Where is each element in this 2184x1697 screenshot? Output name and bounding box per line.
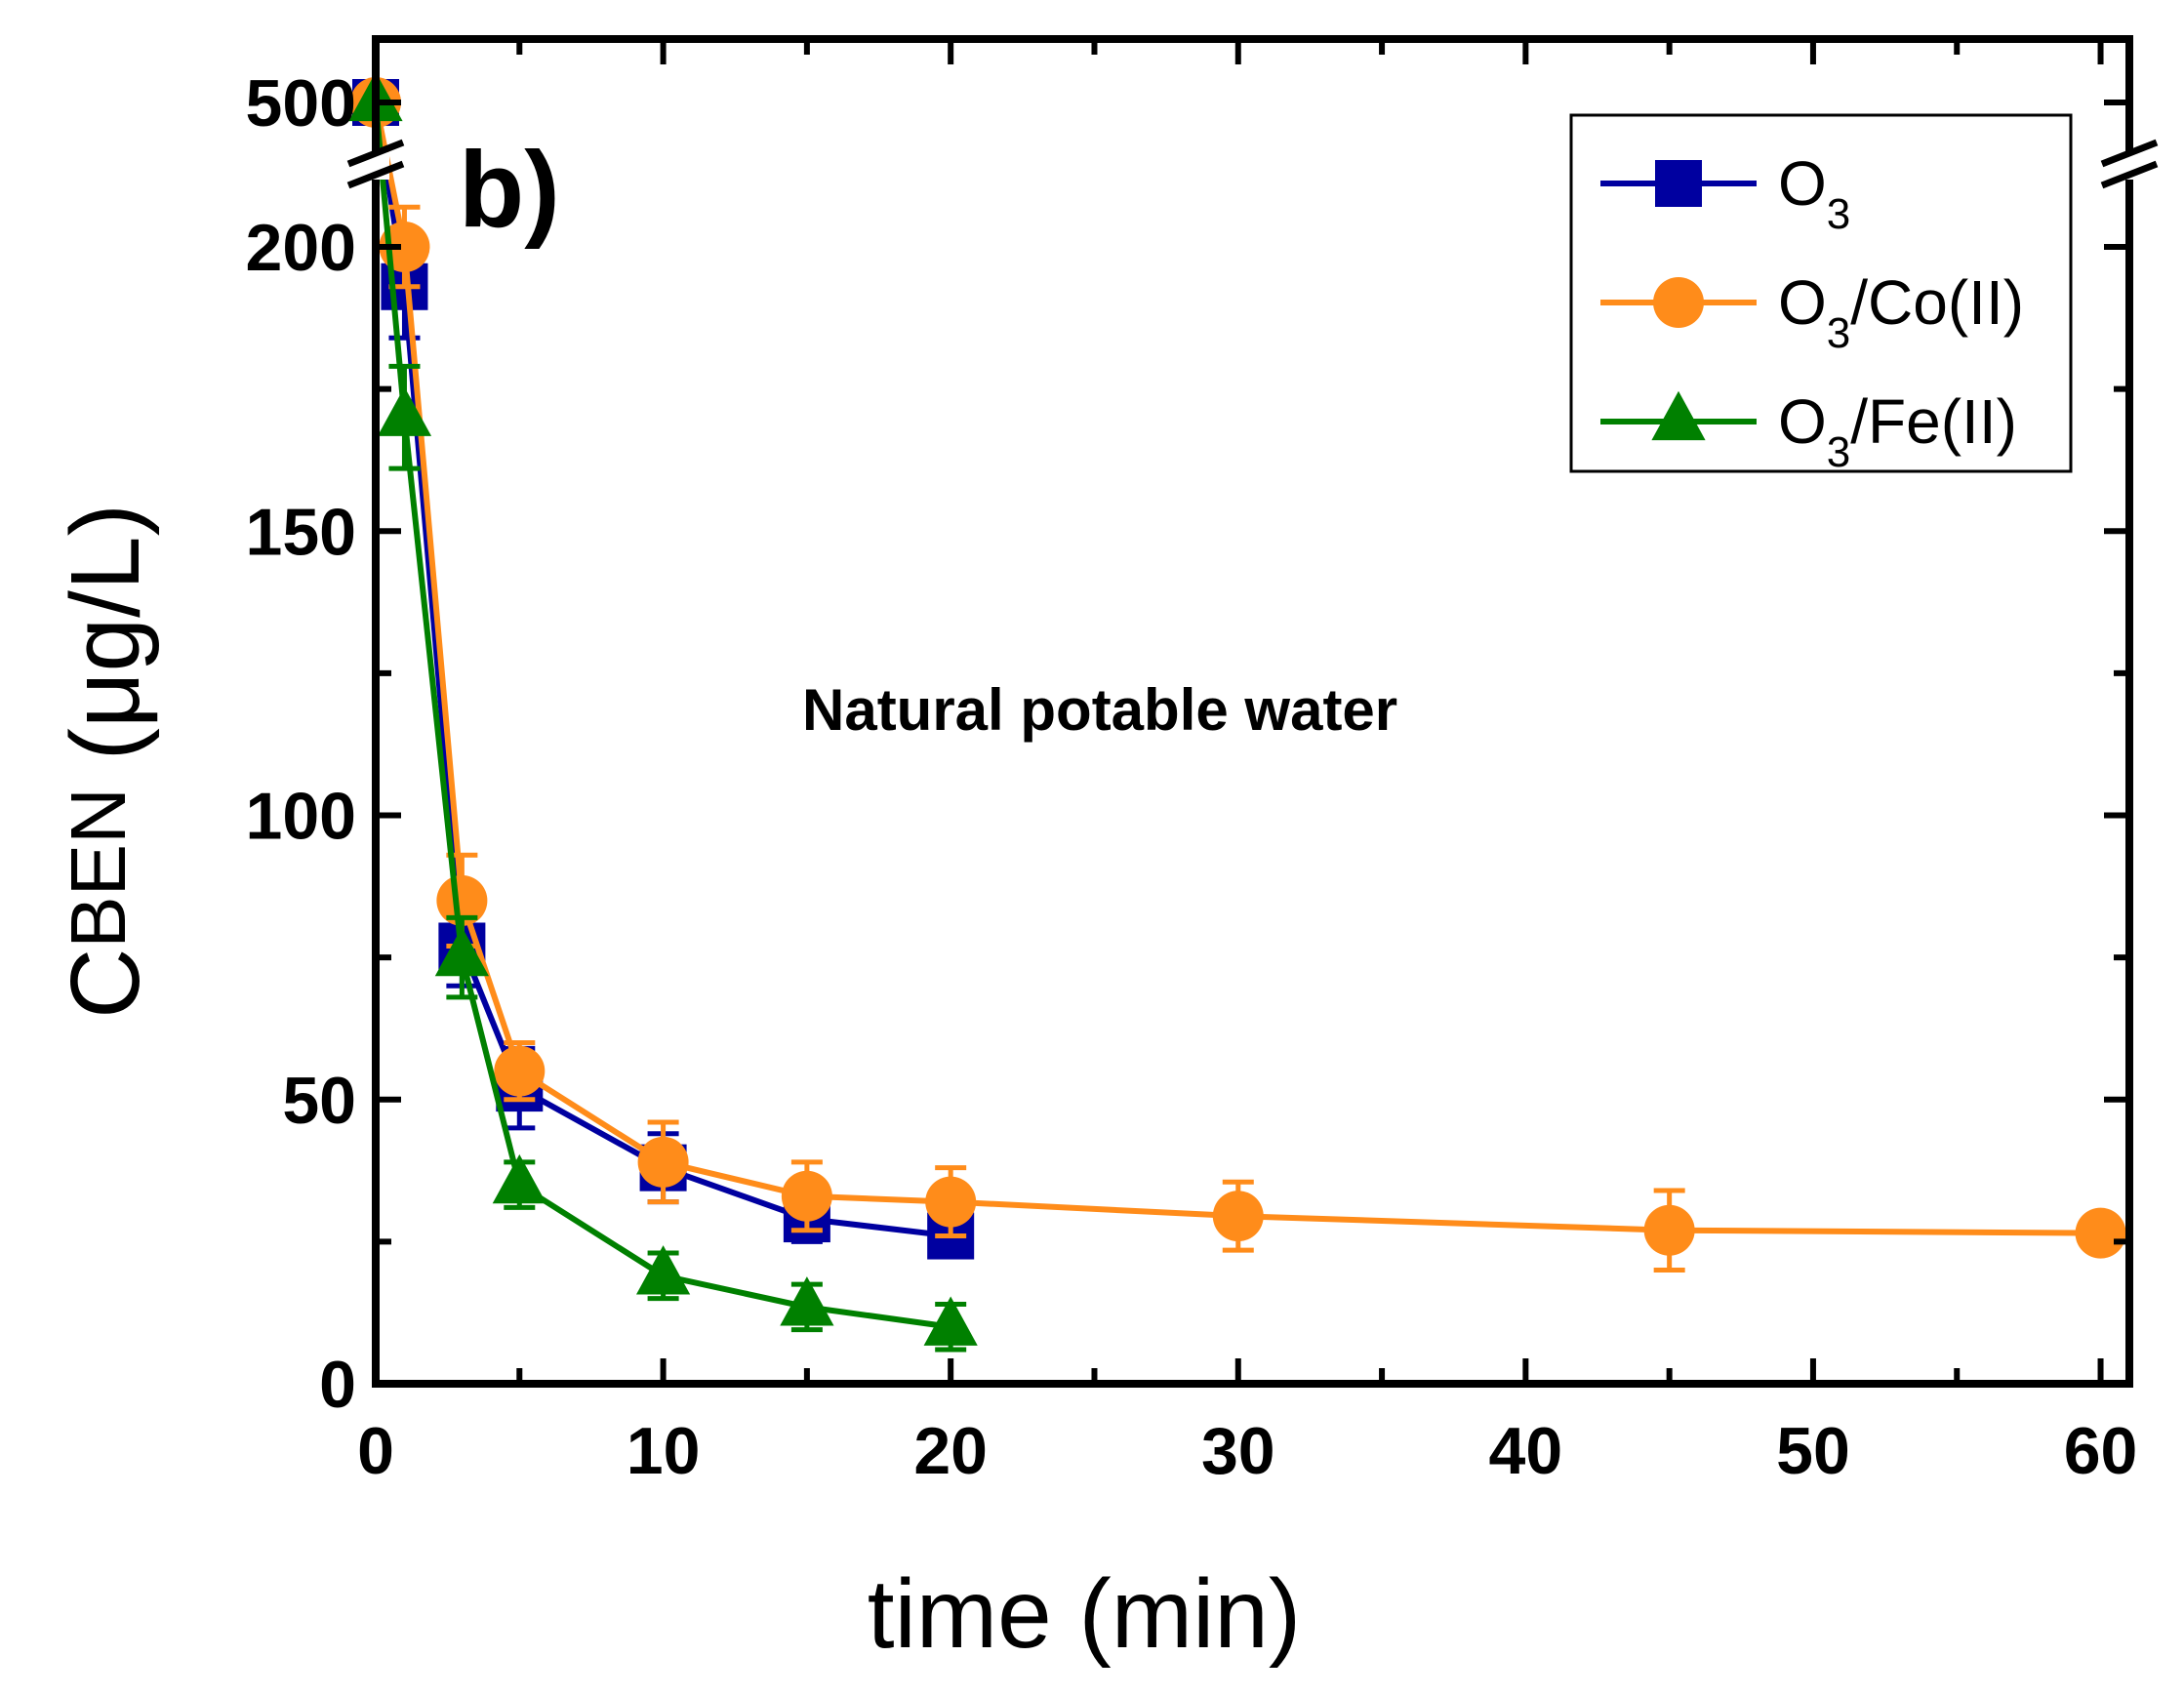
data-point	[925, 1176, 977, 1228]
legend-entry-1: O3/Co(II)	[1600, 267, 2024, 357]
axes: 0 10 20 30 40 50 60 0 50 100 150 200 500	[246, 35, 2159, 1488]
y-tick-label: 150	[246, 495, 356, 569]
axis-break-mark	[346, 139, 405, 168]
series-0	[352, 79, 975, 1260]
legend-entry-0: O3	[1600, 148, 1850, 238]
data-point	[1643, 1204, 1695, 1256]
data-point	[434, 926, 489, 977]
data-point	[2075, 1207, 2126, 1259]
x-tick-label: 20	[913, 1414, 988, 1488]
y-axis-title-unit: (μg/L)	[51, 504, 160, 788]
legend-marker	[1655, 160, 1702, 207]
x-tick-label: 40	[1489, 1414, 1563, 1488]
annotation-natural-potable-water: Natural potable water	[802, 677, 1397, 743]
x-tick-label: 0	[357, 1414, 394, 1488]
axis-break-mark	[346, 160, 405, 189]
data-point	[492, 1153, 546, 1204]
y-axis-title-sub: BEN	[55, 788, 142, 949]
data-point	[1212, 1191, 1264, 1242]
data-point	[923, 1296, 978, 1346]
data-point	[377, 386, 432, 436]
series-line	[373, 101, 951, 1239]
data-point	[781, 1170, 832, 1222]
data-point	[494, 1045, 546, 1097]
legend: O3 O3/Co(II) O3/Fe(II)	[1569, 113, 2073, 476]
legend-marker	[1653, 277, 1704, 328]
x-tick-label: 10	[627, 1414, 701, 1488]
y-tick-label: 100	[246, 780, 356, 854]
x-tick-label: 50	[1776, 1414, 1850, 1488]
legend-label: O3	[1778, 148, 1850, 238]
data-point	[780, 1276, 834, 1326]
y-tick-label: 0	[319, 1348, 356, 1422]
legend-marker	[1651, 390, 1706, 441]
data-point	[637, 1136, 689, 1188]
data-point	[436, 874, 488, 926]
series-2	[348, 71, 978, 1353]
legend-entries: O3 O3/Co(II) O3/Fe(II)	[1600, 148, 2024, 476]
x-tick-label: 60	[2064, 1414, 2138, 1488]
panel-label: b)	[459, 130, 560, 250]
y-axis-title-main: C	[51, 949, 160, 1019]
y-tick-label: 50	[282, 1064, 356, 1138]
data-point	[635, 1245, 691, 1295]
series-line	[373, 101, 2101, 1236]
legend-label: O3/Fe(II)	[1778, 386, 2017, 476]
y-tick-label-break: 500	[246, 66, 356, 141]
legend-entry-2: O3/Fe(II)	[1600, 386, 2017, 476]
axis-break-mark-right	[2100, 139, 2159, 168]
legend-box	[1569, 113, 2073, 473]
x-tick-label: 30	[1201, 1414, 1275, 1488]
plot-frame	[372, 35, 2133, 1388]
legend-label: O3/Co(II)	[1778, 267, 2024, 357]
axis-break-mark-right	[2100, 160, 2159, 189]
y-axis-title: CBEN (μg/L)	[51, 504, 160, 1019]
y-tick-label: 200	[246, 211, 356, 285]
x-axis-title: time (min)	[868, 1559, 1301, 1669]
plot-area	[348, 71, 2126, 1353]
